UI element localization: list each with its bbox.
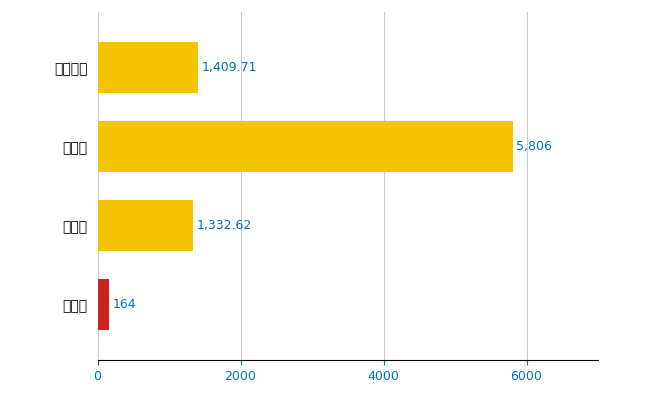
Text: 164: 164: [113, 298, 136, 311]
Text: 5,806: 5,806: [516, 140, 552, 153]
Bar: [98, 42, 198, 93]
Bar: [98, 121, 513, 172]
Bar: [98, 279, 109, 330]
Text: 1,409.71: 1,409.71: [202, 61, 257, 74]
Bar: [98, 200, 193, 251]
Text: 1,332.62: 1,332.62: [196, 219, 252, 232]
